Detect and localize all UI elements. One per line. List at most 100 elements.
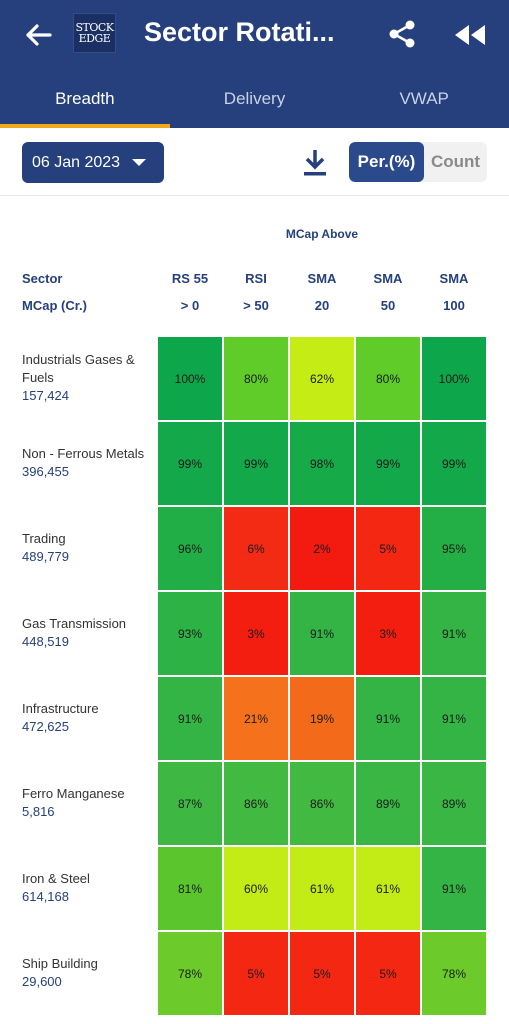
breadth-cell[interactable]: 78% bbox=[422, 932, 486, 1015]
sector-mcap: 29,600 bbox=[22, 974, 62, 989]
logo-text-bottom: EDGE bbox=[78, 32, 111, 45]
breadth-cell[interactable]: 61% bbox=[290, 847, 354, 930]
breadth-cell[interactable]: 86% bbox=[224, 762, 288, 845]
active-tab-indicator bbox=[0, 124, 170, 128]
sector-mcap: 489,779 bbox=[22, 549, 69, 564]
column-header-top[interactable]: RSI bbox=[245, 271, 267, 286]
breadth-cell[interactable]: 91% bbox=[158, 677, 222, 760]
breadth-cell[interactable]: 60% bbox=[224, 847, 288, 930]
breadth-cell[interactable]: 99% bbox=[224, 422, 288, 505]
column-header-bottom: > 50 bbox=[243, 298, 269, 313]
app-bar: STOCK EDGE Sector Rotati... bbox=[0, 0, 509, 70]
breadth-cell[interactable]: 93% bbox=[158, 592, 222, 675]
share-icon[interactable] bbox=[386, 18, 418, 50]
sector-name: Trading bbox=[22, 531, 66, 546]
breadth-cell[interactable]: 95% bbox=[422, 507, 486, 590]
breadth-cell[interactable]: 61% bbox=[356, 847, 420, 930]
breadth-table: MCap Above Sector MCap (Cr.) RS 55 > 0 R… bbox=[0, 197, 509, 1024]
breadth-cell[interactable]: 91% bbox=[422, 847, 486, 930]
sector-name: Ship Building bbox=[22, 956, 98, 971]
sector-name: Iron & Steel bbox=[22, 871, 90, 886]
breadth-cell[interactable]: 100% bbox=[158, 337, 222, 420]
breadth-cell[interactable]: 5% bbox=[224, 932, 288, 1015]
count-toggle-option[interactable]: Count bbox=[430, 152, 481, 171]
breadth-cell[interactable]: 62% bbox=[290, 337, 354, 420]
breadth-cell[interactable]: 99% bbox=[356, 422, 420, 505]
breadth-cell[interactable]: 96% bbox=[158, 507, 222, 590]
breadth-cell[interactable]: 99% bbox=[422, 422, 486, 505]
sector-row-label[interactable]: Gas Transmission 448,519 bbox=[22, 615, 152, 651]
tab-breadth[interactable]: Breadth bbox=[55, 89, 115, 108]
breadth-cell[interactable]: 80% bbox=[356, 337, 420, 420]
column-header-top[interactable]: RS 55 bbox=[171, 271, 209, 286]
tab-vwap[interactable]: VWAP bbox=[399, 89, 449, 108]
column-header-top[interactable]: SMA bbox=[439, 271, 469, 286]
group-header: MCap Above bbox=[285, 227, 359, 241]
breadth-cell[interactable]: 2% bbox=[290, 507, 354, 590]
sector-row-label[interactable]: Trading 489,779 bbox=[22, 530, 152, 566]
column-header-bottom: > 0 bbox=[180, 298, 200, 313]
breadth-cell[interactable]: 91% bbox=[422, 677, 486, 760]
sector-column-header: Sector bbox=[22, 271, 63, 286]
sector-row-label[interactable]: Ship Building 29,600 bbox=[22, 955, 152, 991]
sector-mcap: 157,424 bbox=[22, 388, 69, 403]
breadth-cell[interactable]: 3% bbox=[224, 592, 288, 675]
sector-mcap: 396,455 bbox=[22, 464, 69, 479]
caret-down-icon bbox=[132, 159, 146, 166]
sector-name: Non - Ferrous Metals bbox=[22, 446, 145, 461]
breadth-cell[interactable]: 21% bbox=[224, 677, 288, 760]
breadth-cell[interactable]: 5% bbox=[290, 932, 354, 1015]
date-picker-button[interactable]: 06 Jan 2023 bbox=[22, 142, 164, 183]
breadth-cell[interactable]: 81% bbox=[158, 847, 222, 930]
sector-name: Gas Transmission bbox=[22, 616, 127, 631]
percent-toggle-option[interactable]: Per.(%) bbox=[349, 142, 424, 182]
sector-mcap: 448,519 bbox=[22, 634, 69, 649]
sector-row-label[interactable]: Industrials Gases & Fuels 157,424 bbox=[22, 351, 152, 405]
back-arrow-icon[interactable] bbox=[20, 19, 56, 51]
toolbar: 06 Jan 2023 Per.(%) Count bbox=[0, 128, 509, 196]
sector-mcap: 614,168 bbox=[22, 889, 69, 904]
column-header-top[interactable]: SMA bbox=[307, 271, 337, 286]
sector-mcap: 472,625 bbox=[22, 719, 69, 734]
breadth-cell[interactable]: 91% bbox=[356, 677, 420, 760]
rewind-icon[interactable] bbox=[452, 22, 488, 48]
breadth-cell[interactable]: 80% bbox=[224, 337, 288, 420]
tab-delivery[interactable]: Delivery bbox=[223, 89, 286, 108]
breadth-cell[interactable]: 5% bbox=[356, 932, 420, 1015]
column-header-bottom: 100 bbox=[443, 298, 465, 313]
breadth-cell[interactable]: 3% bbox=[356, 592, 420, 675]
date-label: 06 Jan 2023 bbox=[32, 153, 121, 171]
sector-row-label[interactable]: Non - Ferrous Metals 396,455 bbox=[22, 445, 152, 481]
stockedge-logo: STOCK EDGE bbox=[73, 13, 116, 53]
sector-name: Ferro Manganese bbox=[22, 786, 125, 801]
breadth-cell[interactable]: 99% bbox=[158, 422, 222, 505]
page-title: Sector Rotati... bbox=[144, 17, 335, 47]
sector-name: Industrials Gases & Fuels bbox=[22, 352, 135, 385]
percent-count-toggle: Per.(%) Count bbox=[349, 142, 487, 182]
breadth-cell[interactable]: 6% bbox=[224, 507, 288, 590]
logo-text-top: STOCK bbox=[75, 21, 114, 34]
breadth-cell[interactable]: 5% bbox=[356, 507, 420, 590]
mcap-column-header: MCap (Cr.) bbox=[22, 298, 87, 313]
breadth-cell[interactable]: 87% bbox=[158, 762, 222, 845]
sector-name: Infrastructure bbox=[22, 701, 99, 716]
breadth-cell[interactable]: 89% bbox=[356, 762, 420, 845]
download-icon[interactable] bbox=[301, 148, 329, 178]
sector-row-label[interactable]: Ferro Manganese 5,816 bbox=[22, 785, 152, 821]
breadth-cell[interactable]: 98% bbox=[290, 422, 354, 505]
breadth-cell[interactable]: 100% bbox=[422, 337, 486, 420]
breadth-cell[interactable]: 78% bbox=[158, 932, 222, 1015]
breadth-cell[interactable]: 89% bbox=[422, 762, 486, 845]
column-header-bottom: 20 bbox=[314, 298, 330, 313]
breadth-cell[interactable]: 86% bbox=[290, 762, 354, 845]
sector-row-label[interactable]: Infrastructure 472,625 bbox=[22, 700, 152, 736]
sector-mcap: 5,816 bbox=[22, 804, 55, 819]
column-header-top[interactable]: SMA bbox=[373, 271, 403, 286]
breadth-cell[interactable]: 91% bbox=[422, 592, 486, 675]
breadth-cell[interactable]: 19% bbox=[290, 677, 354, 760]
breadth-cell[interactable]: 91% bbox=[290, 592, 354, 675]
sector-row-label[interactable]: Iron & Steel 614,168 bbox=[22, 870, 152, 906]
column-header-bottom: 50 bbox=[380, 298, 396, 313]
tab-bar: Breadth Delivery VWAP bbox=[0, 70, 509, 128]
